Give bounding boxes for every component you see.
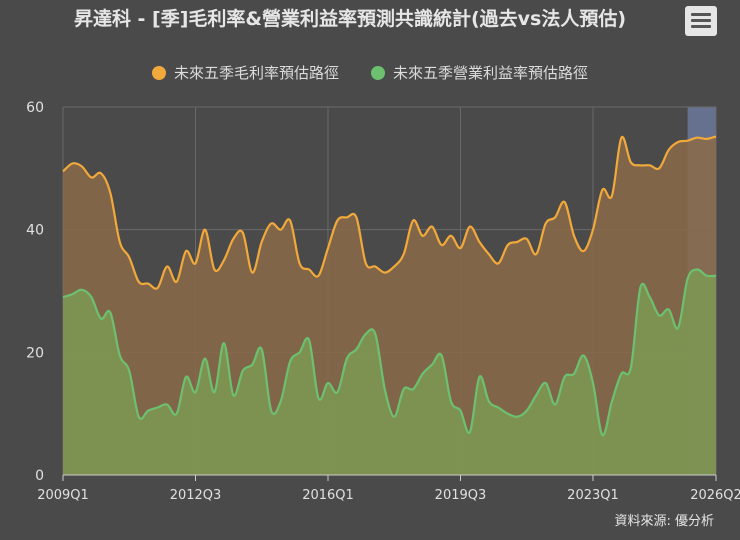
- x-tick-label: 2026Q2: [690, 488, 740, 503]
- legend-label-gross-margin: 未來五季毛利率預估路徑: [173, 64, 339, 82]
- chart-legend: 未來五季毛利率預估路徑 未來五季營業利益率預估路徑: [0, 62, 740, 83]
- x-tick-label: 2009Q1: [37, 488, 89, 503]
- legend-item-gross-margin[interactable]: 未來五季毛利率預估路徑: [151, 62, 339, 83]
- series-line-operating-margin: [62, 268, 717, 437]
- y-tick-label: 20: [26, 345, 44, 361]
- legend-marker-operating-margin: [371, 65, 385, 80]
- x-tick-label: 2019Q3: [435, 488, 487, 503]
- data-source-note: 資料來源: 優分析: [614, 514, 714, 529]
- legend-item-operating-margin[interactable]: 未來五季營業利益率預估路徑: [371, 62, 588, 83]
- hamburger-menu-icon[interactable]: [685, 6, 717, 36]
- x-tick-label: 2016Q1: [302, 488, 354, 503]
- legend-label-operating-margin: 未來五季營業利益率預估路徑: [393, 64, 589, 82]
- legend-marker-gross-margin: [151, 65, 166, 80]
- x-tick-label: 2023Q1: [567, 488, 619, 503]
- series-line-gross-margin: [62, 135, 717, 290]
- chart-title: 昇達科 - [季]毛利率&營業利益率預測共識統計(過去vs法人預估): [73, 8, 627, 30]
- y-tick-label: 0: [35, 468, 44, 484]
- y-tick-label: 40: [26, 223, 44, 239]
- x-tick-label: 2012Q3: [170, 488, 222, 503]
- series-area-operating-margin: [63, 269, 716, 475]
- y-tick-label: 60: [26, 100, 44, 116]
